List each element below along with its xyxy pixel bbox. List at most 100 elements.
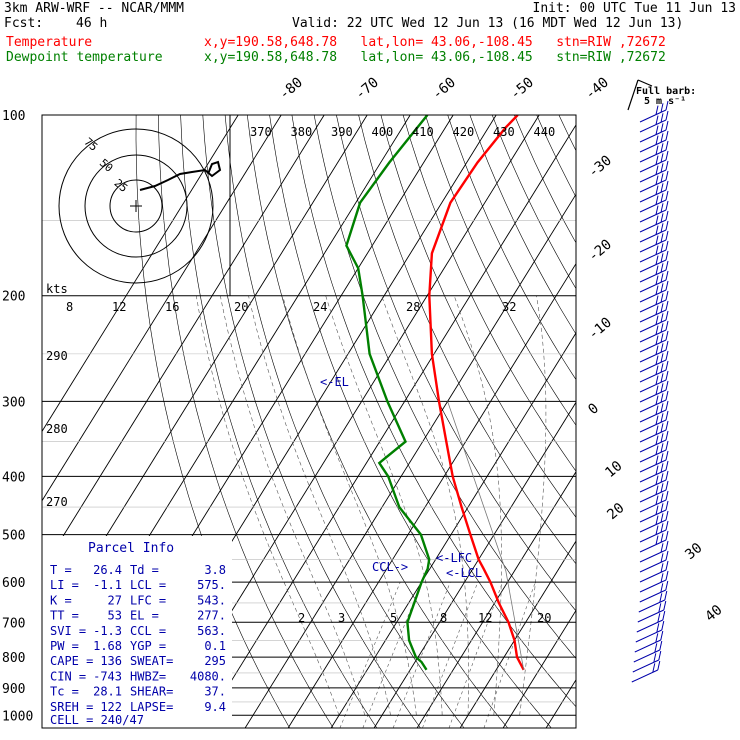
wind-barb — [639, 410, 669, 433]
wind-barb — [635, 620, 665, 643]
parcel-value: 26.4 — [93, 563, 122, 577]
hodograph-x-tick: 16 — [165, 300, 179, 314]
wind-barb — [639, 520, 669, 543]
isotherm-label: -10 — [585, 315, 615, 344]
dry-adiabat — [402, 115, 576, 472]
parcel-key: EL = — [130, 609, 159, 623]
fcst-value: 46 h — [76, 16, 108, 31]
mixing-ratio-label: 8 — [440, 611, 447, 625]
dry-adiabat — [291, 115, 576, 708]
isotherm-label: -40 — [582, 75, 612, 104]
mixing-ratio-line — [422, 582, 479, 728]
wind-barb — [639, 160, 669, 183]
theta-e-label: 370 — [250, 125, 272, 139]
mixing-ratio-label: 3 — [338, 611, 345, 625]
theta-label: 290 — [46, 349, 68, 363]
wind-barb — [639, 510, 669, 533]
parcel-value: 53 — [108, 609, 122, 623]
parcel-key: CIN = — [50, 669, 86, 683]
parcel-value: 27 — [108, 593, 122, 607]
wind-barb — [639, 400, 669, 423]
wind-barb — [639, 190, 669, 213]
lfc-annotation: <-LFC — [436, 551, 472, 565]
theta-e-label: 430 — [493, 125, 515, 139]
pressure-tick-label: 1000 — [2, 709, 33, 724]
wind-barb — [639, 460, 669, 483]
parcel-value: 3.8 — [204, 563, 226, 577]
theta-e-label: 420 — [453, 125, 475, 139]
theta-e-label: 390 — [331, 125, 353, 139]
parcel-key: SVI = — [50, 624, 86, 638]
dry-adiabat — [469, 115, 576, 335]
sounding-traces — [345, 115, 525, 671]
wind-barb — [639, 150, 669, 173]
isotherm — [589, 115, 740, 728]
parcel-key: LAPSE= — [130, 700, 173, 714]
isotherm-label: 40 — [702, 602, 725, 625]
isotherm-label: 0 — [585, 400, 602, 418]
theta-label: 280 — [46, 422, 68, 436]
dry-adiabat — [514, 115, 576, 244]
parcel-value: 295 — [204, 654, 226, 668]
isotherm-label: -70 — [352, 75, 382, 104]
parcel-key: T = — [50, 563, 72, 577]
parcel-value: -1.3 — [93, 624, 122, 638]
wind-barb — [632, 650, 662, 673]
dry-adiabat — [158, 115, 334, 728]
isotherm — [545, 678, 576, 728]
parcel-key: YGP = — [130, 639, 166, 653]
parcel-key: Tc = — [50, 685, 79, 699]
isotherm-label: -60 — [429, 75, 459, 104]
barb-legend-barb — [637, 79, 653, 87]
parcel-key: LFC = — [130, 593, 166, 607]
pressure-tick-label: 700 — [2, 616, 25, 631]
parcel-value: 575. — [197, 578, 226, 592]
model-title: 3km ARW-WRF -- NCAR/MMM — [4, 1, 185, 16]
parcel-value: 4080. — [190, 669, 226, 683]
hodograph-ring-label: 50 — [97, 156, 116, 174]
isotherm — [42, 115, 239, 433]
dry-adiabat — [536, 115, 576, 198]
wind-barb — [639, 340, 669, 363]
dry-adiabat — [336, 115, 576, 612]
wind-barb — [639, 170, 669, 193]
wind-barb — [639, 110, 669, 133]
hodograph-x-tick: 20 — [234, 300, 248, 314]
wind-barb — [636, 610, 666, 633]
wind-barb — [639, 120, 669, 143]
parcel-key: LCL = — [130, 578, 166, 592]
dewpoint-station-info: x,y=190.58,648.78 lat,lon= 43.06,-108.45… — [204, 50, 666, 65]
wind-barb — [639, 480, 669, 503]
mixing-ratio-label: 12 — [478, 611, 492, 625]
wind-barb — [639, 220, 669, 243]
wind-barb — [639, 420, 669, 443]
isotherm — [416, 470, 576, 728]
header: 3km ARW-WRF -- NCAR/MMM Init: 00 UTC Tue… — [0, 0, 740, 70]
wind-barb — [639, 570, 669, 593]
hodograph-x-tick: 8 — [66, 300, 73, 314]
parcel-value: -1.1 — [93, 578, 122, 592]
wind-barb — [639, 380, 669, 403]
barb-legend-staff — [627, 79, 639, 111]
hodograph-x-tick: 12 — [112, 300, 126, 314]
moist-adiabat — [381, 295, 469, 716]
wind-barb — [639, 100, 669, 123]
mixing-ratio-label: 5 — [390, 611, 397, 625]
wind-barb — [631, 660, 661, 683]
wind-barb — [639, 390, 669, 413]
isotherm-label: -80 — [276, 75, 306, 104]
parcel-value: 9.4 — [204, 700, 226, 714]
parcel-value: 0.1 — [204, 639, 226, 653]
speed-unit-label: kts — [46, 282, 68, 296]
isotherm — [201, 124, 576, 728]
parcel-key: LI = — [50, 578, 79, 592]
isotherm-label: -20 — [585, 237, 615, 266]
wind-barb — [639, 270, 669, 293]
plot-frame — [41, 114, 577, 729]
wind-barb — [639, 200, 669, 223]
wind-barb — [639, 210, 669, 233]
parcel-value: 136 — [100, 654, 122, 668]
barb-legend-line2: 5 m s⁻¹ — [644, 96, 686, 107]
wind-barb — [639, 470, 669, 493]
